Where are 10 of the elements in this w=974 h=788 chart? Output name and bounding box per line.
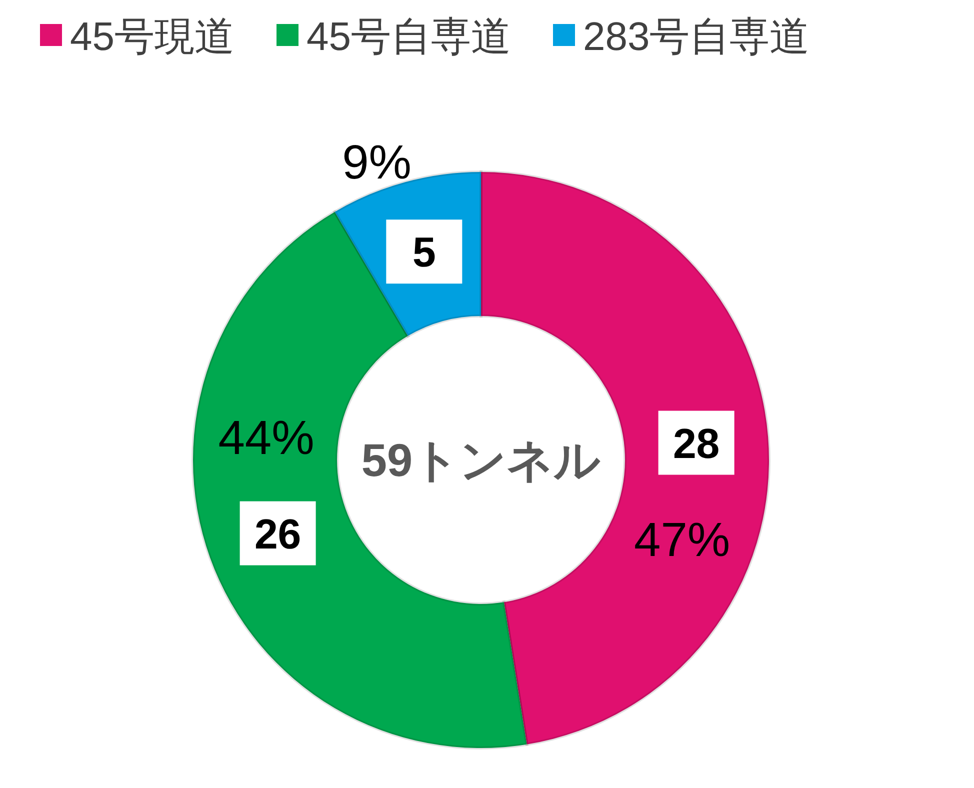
data-label: 28 [672, 420, 720, 467]
text: 44% [218, 412, 314, 465]
data-label: 5 [412, 228, 436, 276]
data-label: 26 [254, 510, 302, 558]
legend-label: 45号現道 [70, 15, 234, 59]
legend-label: 283号自専道 [583, 15, 810, 59]
text: 47% [634, 514, 730, 567]
text: 9% [342, 136, 412, 190]
text: 59トンネル [361, 434, 601, 486]
legend-label: 45号自専道 [306, 15, 511, 59]
